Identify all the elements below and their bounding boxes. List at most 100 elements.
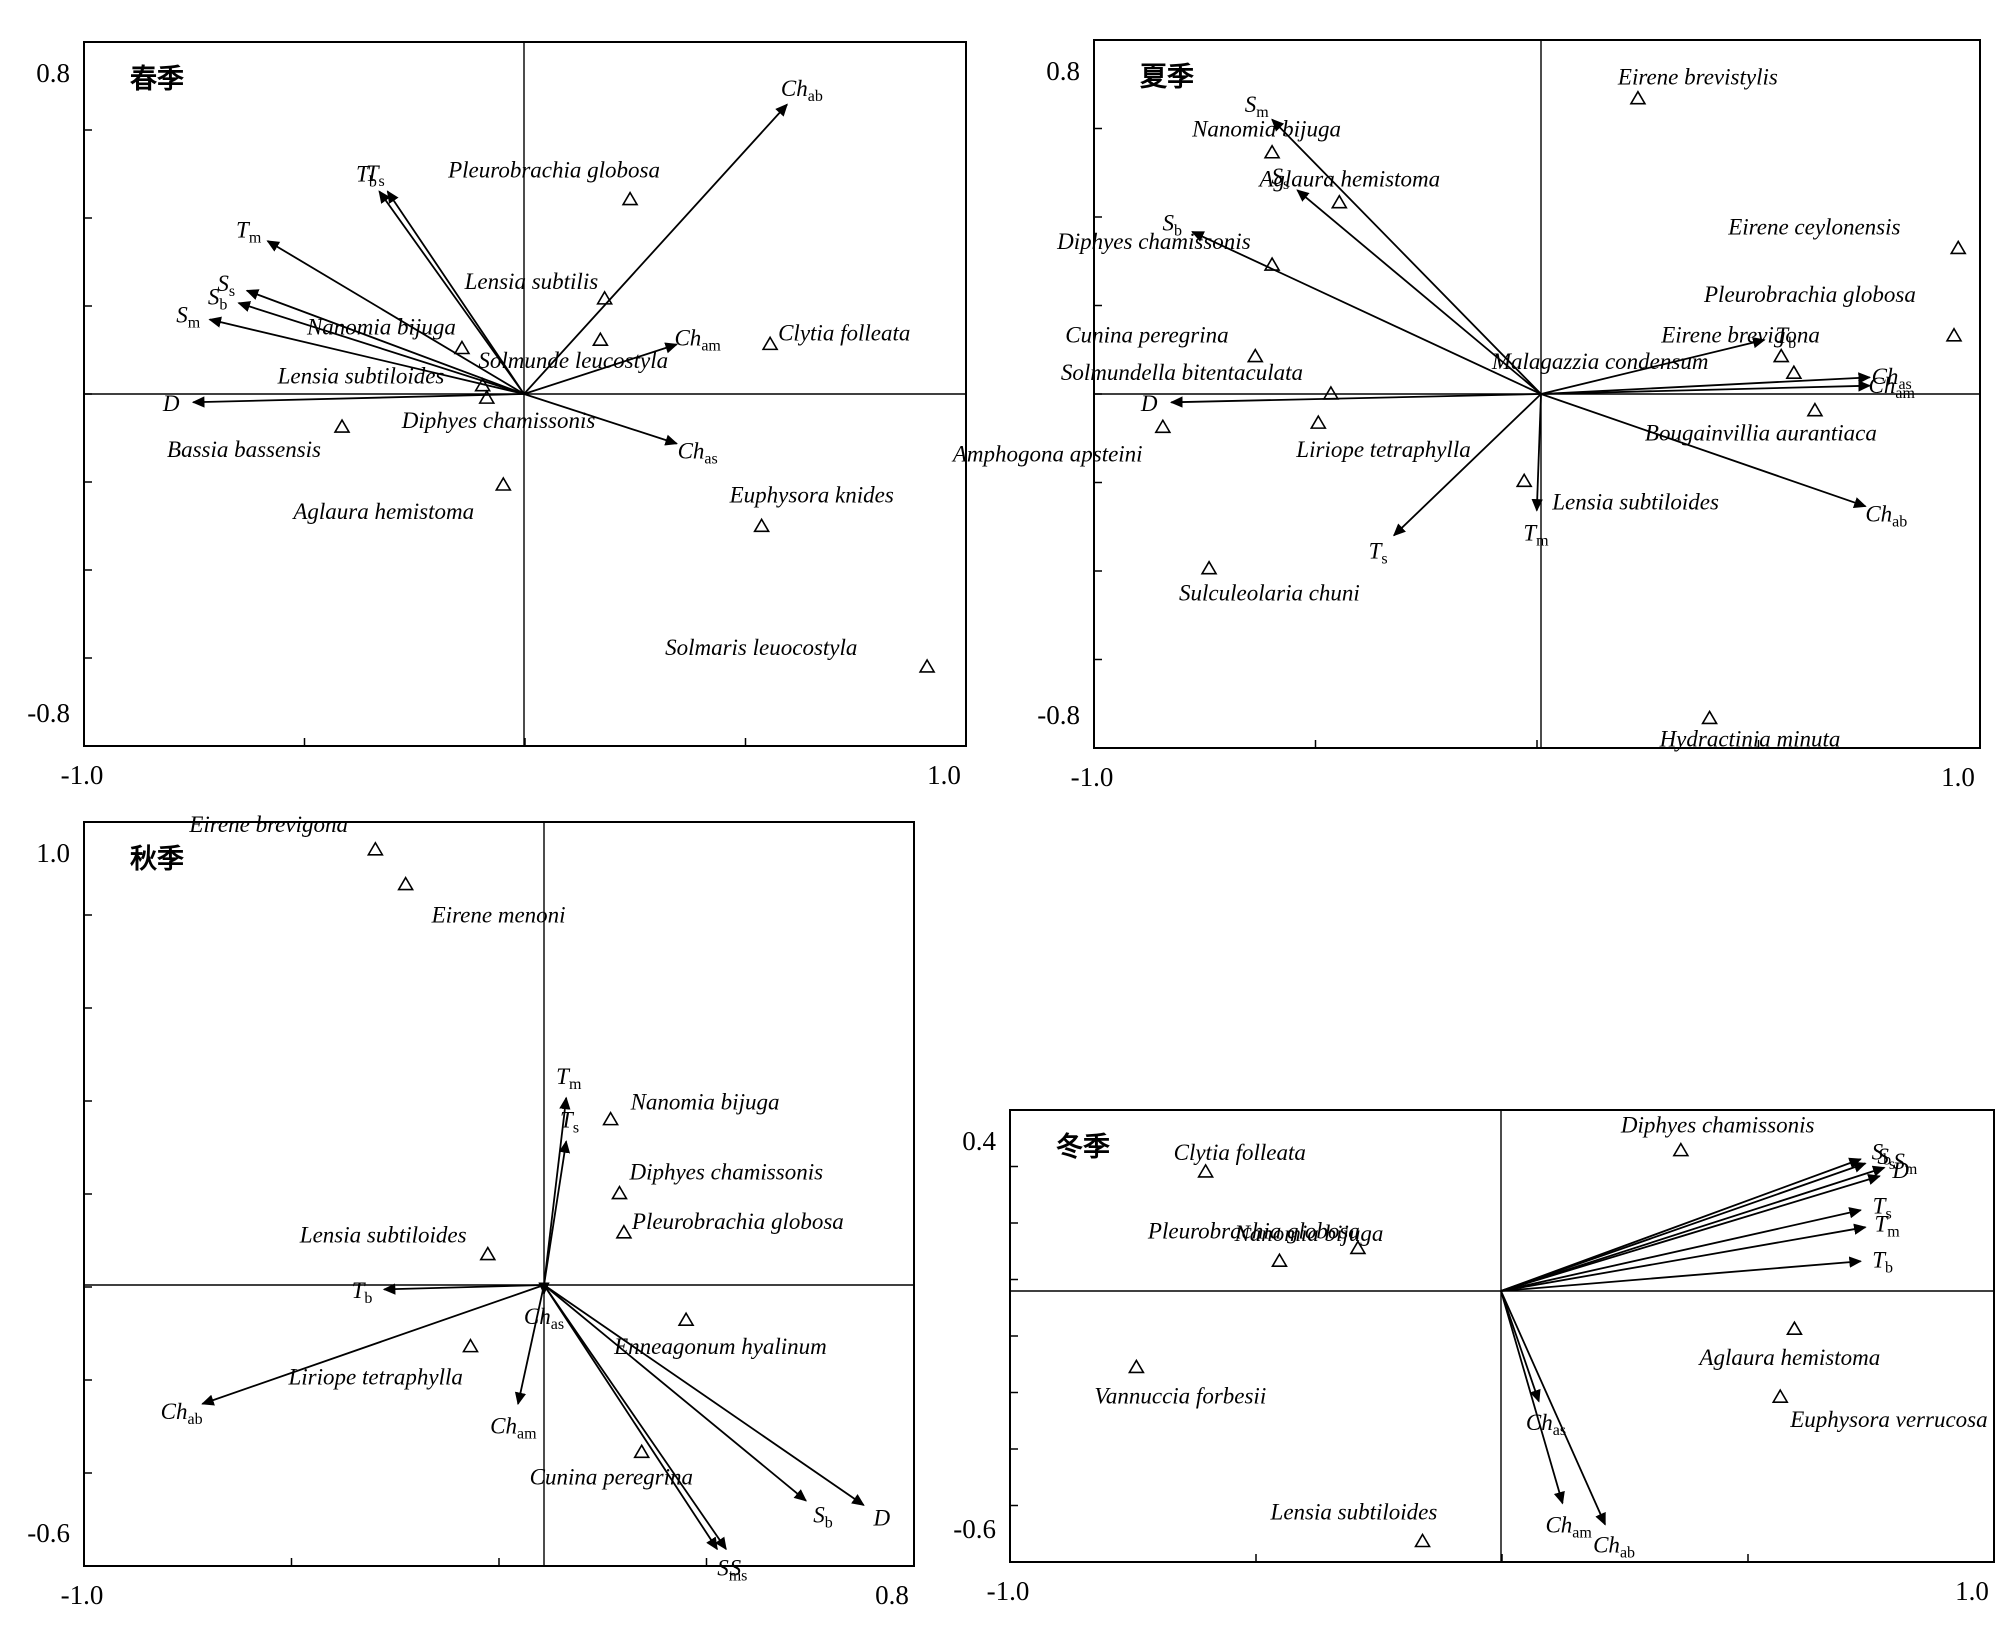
variable-label: Tb: [1872, 1247, 1893, 1276]
species-marker: [1629, 90, 1647, 105]
variable-label: Sb: [208, 284, 228, 313]
season-title: 冬季: [1056, 1131, 1110, 1163]
variable-label: D: [1140, 391, 1158, 416]
x-tick-label-max: 1.0: [1955, 1576, 1989, 1606]
variable-label: Ts: [560, 1108, 579, 1137]
species-marker: [333, 418, 351, 433]
species-marker: [677, 1311, 695, 1327]
species-label: Eirene brevistylis: [1617, 65, 1778, 90]
species-label: Aglaura hemistoma: [1697, 1345, 1880, 1370]
variable-label: Sb: [1163, 211, 1183, 240]
variable-arrow: [1271, 118, 1542, 395]
species-label: Enneagonum hyalinum: [613, 1334, 827, 1359]
season-title: 夏季: [1140, 62, 1194, 93]
variable-arrow: [266, 240, 525, 395]
variable-label: Chab: [781, 76, 823, 105]
species-marker: [633, 1443, 651, 1459]
species-marker: [1200, 560, 1218, 575]
species-marker: [1330, 194, 1348, 209]
species-marker: [1263, 144, 1281, 159]
species-marker: [596, 290, 614, 305]
variable-arrow: [1500, 1290, 1541, 1403]
species-marker: [591, 331, 609, 347]
x-tick-label-max: 1.0: [1941, 762, 1975, 792]
variable-arrow: [1500, 1161, 1867, 1292]
species-label: Sulculeolaria chuni: [1179, 581, 1360, 606]
variable-label: Tm: [556, 1064, 582, 1093]
y-tick-label-max: 0.4: [962, 1126, 996, 1156]
species-marker: [1349, 1239, 1367, 1255]
variable-arrow: [382, 1283, 545, 1295]
species-label: Lensia subtiloides: [277, 364, 445, 389]
variable-arrow: [378, 190, 525, 395]
species-marker: [1771, 1388, 1789, 1403]
species-marker: [611, 1185, 628, 1200]
y-tick-label-max: 0.8: [36, 58, 70, 88]
variable-label: Sm: [1245, 92, 1270, 121]
species-label: Aglaura hemistoma: [1257, 167, 1440, 192]
species-label: Diphyes chamissonis: [401, 408, 596, 433]
variable-label: Tb: [352, 1278, 373, 1307]
variable-label: Chas: [678, 438, 718, 467]
species-marker: [1806, 402, 1824, 417]
species-marker: [753, 517, 771, 533]
species-label: Nanomia bijuga: [630, 1090, 780, 1115]
variable-label: Sb: [1872, 1140, 1892, 1169]
species-label: Euphysora verrucosa: [1789, 1407, 1987, 1432]
y-tick-label-min: -0.6: [27, 1518, 70, 1548]
species-marker: [1701, 709, 1718, 725]
panel-3: -1.0 0.8 1.0 -0.6 秋季 Tm Ts Tb Chas Cham Chab Sb D SsS…: [27, 812, 915, 1610]
y-tick-label-min: -0.8: [1037, 700, 1080, 730]
variable-arrow: [1191, 230, 1542, 395]
species-label: Lensia subtiloides: [1551, 489, 1719, 514]
variable-label: D: [872, 1506, 890, 1531]
variable-label: Ss: [217, 271, 235, 300]
variable-arrow: [543, 1284, 718, 1551]
x-tick-label-max: 0.8: [875, 1580, 909, 1610]
variable-label: Chab: [1865, 502, 1907, 531]
variable-arrow: [1531, 393, 1543, 512]
species-marker: [1309, 414, 1327, 429]
species-marker: [1772, 347, 1790, 363]
variable-arrow: [543, 1096, 571, 1286]
variable-label: Tm: [1874, 1211, 1900, 1240]
variable-arrow: [523, 103, 788, 395]
variable-arrow: [1296, 189, 1542, 395]
variable-arrow: [523, 342, 678, 395]
species-label: Vannuccia forbesii: [1094, 1383, 1266, 1408]
species-label: Cunina peregrina: [530, 1464, 693, 1489]
variable-arrow: [1500, 1165, 1886, 1292]
variable-label: Ss: [1272, 164, 1290, 193]
species-label: Pleurobrachia globosa: [447, 158, 660, 183]
variable-label: Chab: [161, 1399, 203, 1428]
species-label: Nanomia bijuga: [1191, 117, 1341, 142]
species-marker: [1414, 1532, 1431, 1548]
species-marker: [1127, 1358, 1145, 1374]
variable-arrow: [1500, 1223, 1867, 1292]
variable-arrow: [523, 393, 678, 446]
species-marker: [918, 658, 936, 673]
variable-arrow: [1169, 393, 1542, 408]
variable-label: Ts: [1873, 1193, 1892, 1222]
variable-arrow: [1393, 393, 1542, 537]
variable-arrow: [1500, 1290, 1565, 1505]
species-label: Eirene brevigona: [1660, 323, 1820, 348]
species-label: Solmaris leuocostyla: [665, 635, 857, 660]
season-title: 秋季: [130, 844, 184, 875]
variable-arrow: [1500, 1290, 1606, 1526]
variable-arrow: [1500, 1256, 1862, 1292]
species-marker: [1949, 239, 1967, 255]
variable-arrow: [543, 1284, 807, 1502]
variable-arrow: [208, 316, 525, 395]
variable-arrow: [191, 393, 525, 408]
species-marker: [1785, 364, 1803, 380]
variable-arrow: [543, 1284, 865, 1506]
species-marker: [602, 1111, 619, 1126]
species-marker: [397, 876, 415, 891]
species-label: Aglaura hemistoma: [291, 499, 474, 524]
species-label: Eirene brevigona: [188, 812, 348, 837]
variable-label: Cham: [674, 326, 721, 355]
